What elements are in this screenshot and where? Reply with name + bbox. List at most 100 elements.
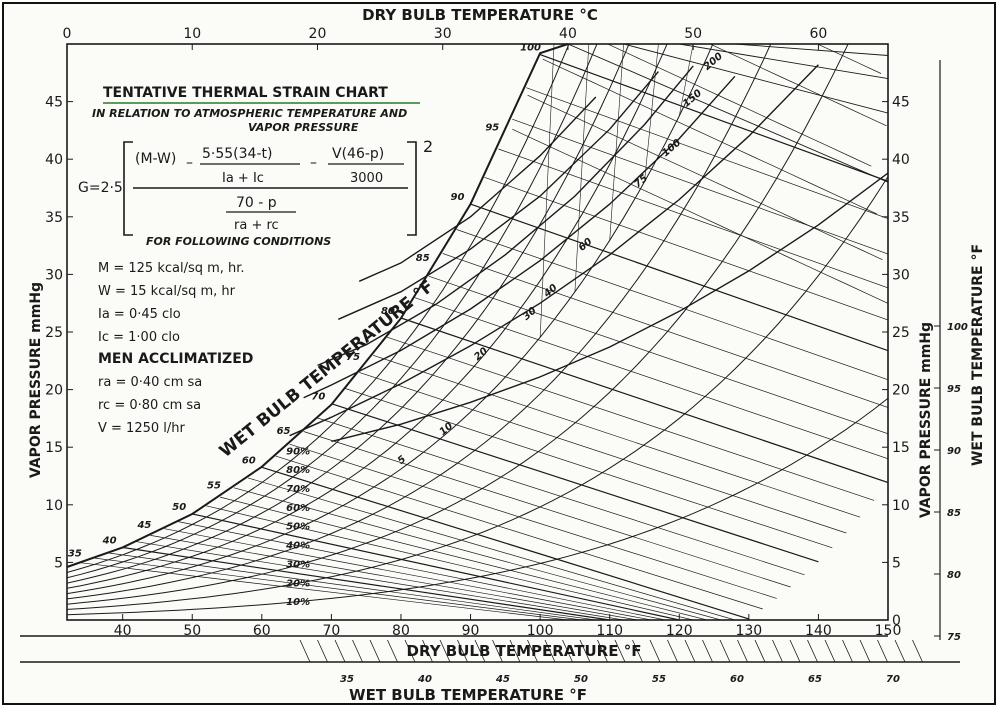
wet-bulb-line-74 [359, 372, 847, 534]
right-wb-tick-label: 100 [947, 322, 968, 333]
y-tick-label-right: 0 [892, 613, 901, 629]
y-tick-label-right: 10 [892, 498, 910, 514]
bottom-wb-tick [807, 639, 818, 663]
bottom-wb-tick [492, 639, 503, 663]
rh-label: 40% [285, 541, 310, 552]
wet-bulb-line-94 [498, 148, 888, 289]
acclimatized-rc: rc = 0·80 cm sa [98, 398, 201, 413]
wet-bulb-line-52 [206, 505, 694, 620]
bottom-wb-tick [877, 639, 888, 663]
y-tick-label-left: 30 [45, 267, 63, 283]
rh-curve-50 [67, 44, 714, 595]
bottom-wb-tick [299, 639, 311, 663]
strain-label: 10 [438, 421, 456, 438]
x-tick-label-f: 80 [392, 623, 410, 639]
top-axis-title: DRY BULB TEMPERATURE °C [362, 6, 598, 24]
bottom-wb-tick [527, 639, 538, 663]
saturation-wb-label: 45 [136, 520, 151, 531]
bottom-wb-tick [597, 639, 608, 663]
dry-bulb-guide-line [644, 44, 659, 182]
bottom-wb-tick [614, 639, 626, 663]
wet-bulb-line-80 [400, 317, 888, 484]
saturation-wb-label: 55 [207, 480, 221, 491]
formula-mw: (M-W) [135, 151, 176, 167]
strain-label: 30 [521, 305, 539, 322]
saturation-curve-label: WET BULB TEMPERATURE °F [216, 277, 438, 462]
subtitle-line-1: IN RELATION TO ATMOSPHERIC TEMPERATURE A… [92, 107, 407, 120]
bottom-wb-tick [439, 639, 451, 663]
saturation-wb-label: 95 [485, 122, 499, 133]
bottom-wb-tick [369, 639, 381, 663]
bottom-wb-tick [317, 639, 328, 663]
bottom-wb-tick [737, 639, 748, 663]
dry-bulb-guide-line [678, 44, 694, 116]
formula-den-bottom: ra + rc [234, 218, 279, 233]
wet-bulb-line-82 [414, 297, 888, 460]
wet-bulb-line-90 [470, 203, 888, 352]
bottom-wb-tick [754, 639, 766, 663]
bottom-wb-tick-label: 65 [808, 674, 822, 685]
x-tick-label-c: 30 [434, 26, 452, 42]
y-tick-label-left: 10 [45, 498, 63, 514]
bottom-axis-title: DRY BULB TEMPERATURE °F [407, 642, 642, 660]
y-tick-label-right: 30 [892, 267, 910, 283]
formula-term3-top: V(46-p) [332, 146, 384, 162]
bottom-wb-tick [859, 639, 871, 663]
bottom-wb-tick [702, 639, 713, 663]
y-tick-label-left: 15 [45, 440, 63, 456]
wet-bulb-axis-title: WET BULB TEMPERATURE °F [349, 686, 587, 704]
strain-label: 20 [472, 346, 490, 363]
wet-bulb-line-66 [303, 431, 791, 588]
strain-label: 100 [660, 137, 683, 159]
saturation-wb-label: 80 [381, 306, 395, 317]
conditions-heading: FOR FOLLOWING CONDITIONS [146, 235, 331, 248]
strain-fine-line [709, 44, 887, 127]
wet-bulb-line-50 [192, 513, 680, 620]
strain-formula: G=2·5 2 (M-W) – 5·55(34-t) Ia + Ic – V(4… [78, 137, 433, 236]
saturation-wb-label: 85 [416, 253, 430, 264]
strain-fine-line [606, 44, 872, 167]
x-tick-label-c: 40 [559, 26, 577, 42]
wet-bulb-line-46 [164, 528, 652, 620]
wet-bulb-line-84 [428, 275, 888, 435]
rh-label: 80% [286, 465, 310, 476]
wet-bulb-line-88 [456, 229, 888, 381]
right-axis-title: VAPOR PRESSURE mmHg [918, 322, 934, 518]
saturation-wb-label: 50 [172, 502, 186, 513]
bottom-wb-tick [842, 639, 853, 663]
formula-den-top: 70 - p [236, 195, 277, 211]
bottom-wb-tick [544, 639, 556, 663]
y-tick-label-left: 40 [45, 152, 63, 168]
wet-bulb-line-36 [94, 557, 582, 620]
acclimatized-v: V = 1250 l/hr [98, 421, 185, 436]
wet-bulb-line-98 [526, 87, 888, 219]
formula-term2-top: 5·55(34-t) [202, 146, 272, 162]
chart-title: TENTATIVE THERMAL STRAIN CHART [103, 85, 388, 101]
y-tick-label-right: 45 [892, 95, 910, 111]
rh-curve-80 [67, 44, 598, 579]
bottom-wb-tick-label: 70 [886, 674, 900, 685]
right-wb-tick-label: 80 [947, 570, 961, 581]
strain-curve-60 [338, 71, 659, 320]
rh-label: 90% [286, 446, 310, 457]
rh-curve-10 [67, 397, 888, 616]
y-tick-label-left: 35 [45, 210, 63, 226]
dry-bulb-guide-line [574, 44, 590, 292]
formula-term2-bottom: Ia + Ic [222, 171, 264, 186]
strain-label: 60 [577, 236, 595, 253]
wet-bulb-line-100 [539, 54, 888, 182]
left-axis-title: VAPOR PRESSURE mmHg [28, 282, 44, 478]
rh-label: 30% [286, 559, 310, 570]
saturation-wb-label: 65 [277, 426, 291, 437]
rh-curve-40 [67, 44, 772, 600]
y-tick-label-right: 15 [892, 440, 910, 456]
bottom-wb-tick [509, 639, 521, 663]
strain-fine-line [604, 0, 875, 19]
saturation-wb-label: 35 [68, 548, 82, 559]
y-tick-label-right: 40 [892, 152, 910, 168]
bottom-wb-tick [352, 639, 363, 663]
wet-bulb-line-76 [372, 354, 861, 518]
y-tick-label-right: 25 [892, 325, 910, 341]
bottom-wb-tick [912, 639, 923, 663]
wet-bulb-line-54 [220, 496, 708, 620]
